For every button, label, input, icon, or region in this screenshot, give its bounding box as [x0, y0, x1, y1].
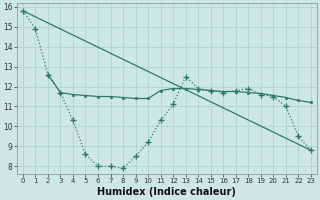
X-axis label: Humidex (Indice chaleur): Humidex (Indice chaleur) [98, 187, 236, 197]
